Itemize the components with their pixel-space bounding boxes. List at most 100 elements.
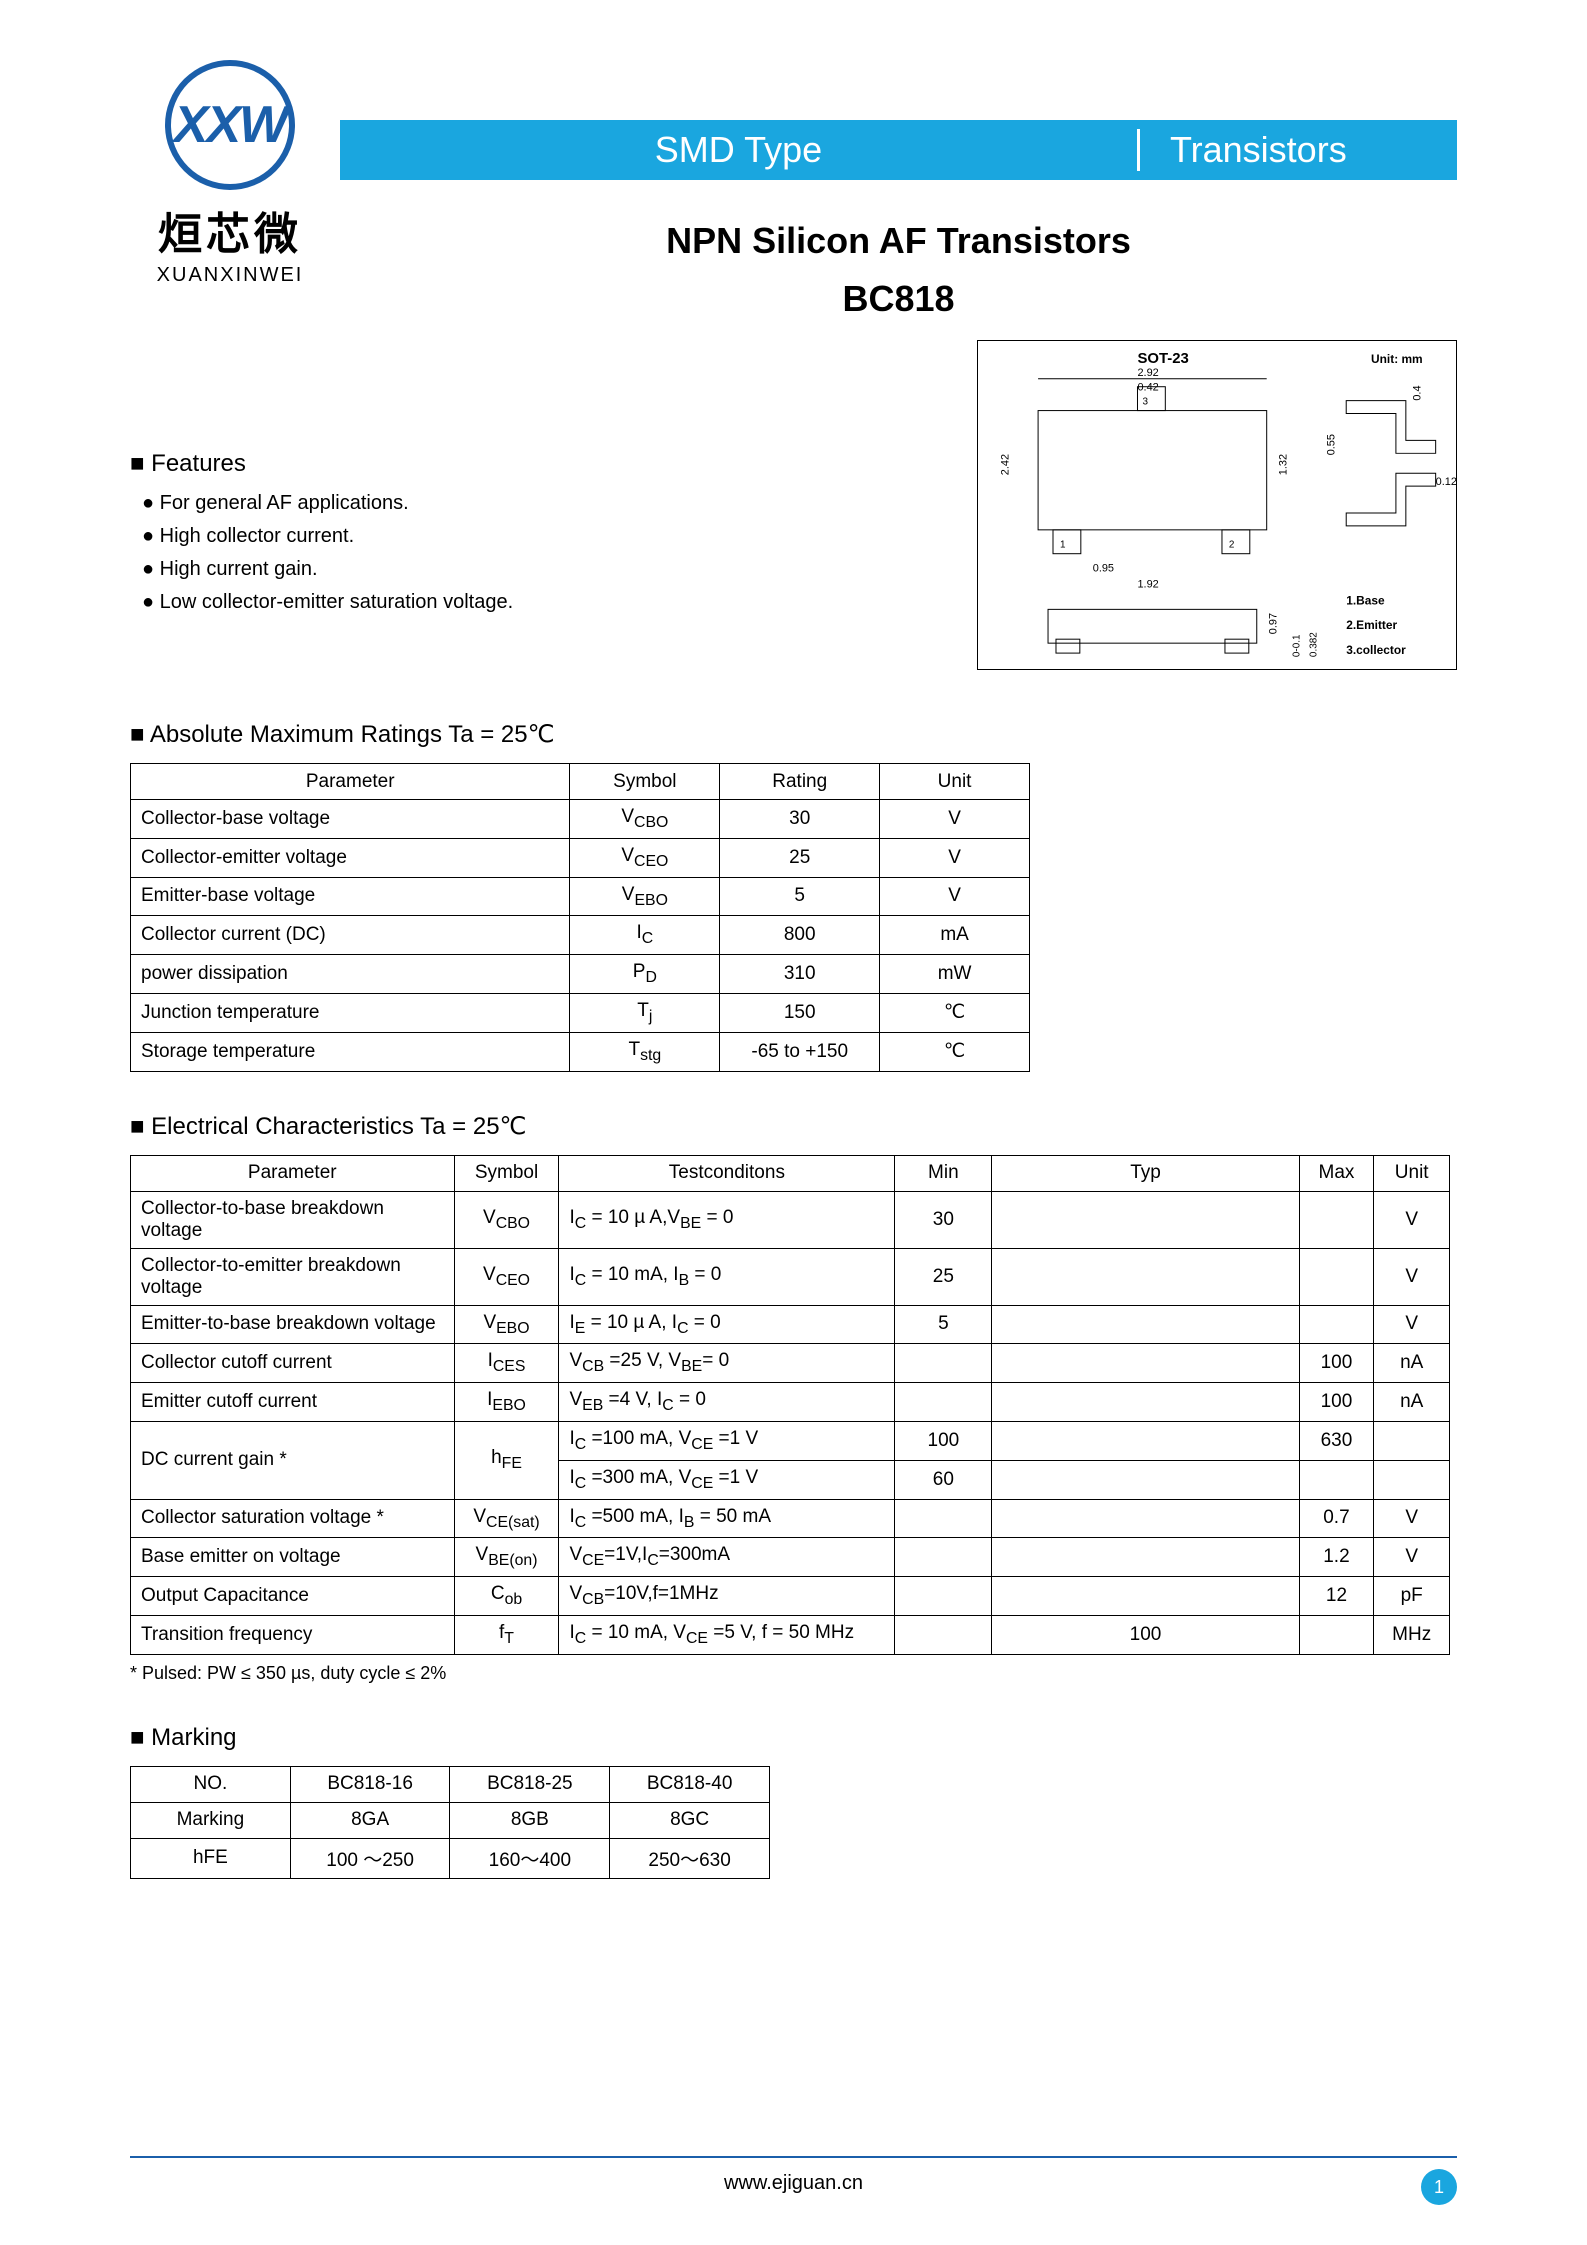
table-cell: DC current gain * [131, 1421, 455, 1499]
marking-section: Marking NO.BC818-16BC818-25BC818-40Marki… [130, 1724, 1457, 1879]
table-cell: VBE(on) [454, 1538, 559, 1577]
pkg-unit: Unit: mm [1371, 352, 1423, 366]
table-cell: Collector-emitter voltage [131, 838, 570, 877]
table-cell: IC = 10 mA, VCE =5 V, f = 50 MHz [559, 1615, 895, 1654]
features-title: Features [130, 450, 937, 478]
table-cell [992, 1191, 1299, 1248]
table-row: Collector cutoff currentICESVCB =25 V, V… [131, 1344, 1450, 1383]
table-cell: 100 [895, 1421, 992, 1460]
svg-text:0.4: 0.4 [1412, 385, 1424, 400]
table-row: Base emitter on voltageVBE(on)VCE=1V,IC=… [131, 1538, 1450, 1577]
table-cell: VCE(sat) [454, 1499, 559, 1538]
table-row: Storage temperatureTstg-65 to +150℃ [131, 1032, 1030, 1071]
table-row: hFE100 ～250160～400250～630 [131, 1838, 770, 1878]
table-cell: Junction temperature [131, 993, 570, 1032]
svg-text:1.32: 1.32 [1278, 454, 1290, 475]
table-cell: hFE [131, 1838, 291, 1878]
table-header: Min [895, 1155, 992, 1191]
table-header: BC818-25 [450, 1766, 610, 1802]
table-cell: 100 ～250 [290, 1838, 450, 1878]
table-cell [1374, 1421, 1450, 1460]
table-cell: VCE=1V,IC=300mA [559, 1538, 895, 1577]
table-cell: Collector-base voltage [131, 800, 570, 839]
table-row: Collector-emitter voltageVCEO25V [131, 838, 1030, 877]
features-list: For general AF applications.High collect… [130, 492, 937, 614]
svg-text:1: 1 [1060, 540, 1066, 551]
table-cell: 8GB [450, 1802, 610, 1838]
table-cell [992, 1248, 1299, 1305]
svg-text:0.12: 0.12 [1436, 476, 1456, 488]
table-cell [1299, 1615, 1374, 1654]
table-header: Unit [1374, 1155, 1450, 1191]
table-row: Collector current (DC)IC800mA [131, 916, 1030, 955]
table-cell [1299, 1248, 1374, 1305]
table-cell: IC =300 mA, VCE =1 V [559, 1460, 895, 1499]
svg-text:0.42: 0.42 [1137, 382, 1158, 394]
table-cell: IC = 10 mA, IB = 0 [559, 1248, 895, 1305]
table-cell: 100 [1299, 1344, 1374, 1383]
table-header: Max [1299, 1155, 1374, 1191]
table-cell: IC = 10 µ A,VBE = 0 [559, 1191, 895, 1248]
table-cell: VEBO [570, 877, 720, 916]
table-header: Parameter [131, 764, 570, 800]
table-cell [992, 1499, 1299, 1538]
table-cell: 160～400 [450, 1838, 610, 1878]
table-cell [992, 1305, 1299, 1344]
table-cell: 12 [1299, 1577, 1374, 1616]
table-cell: 25 [720, 838, 880, 877]
table-cell: MHz [1374, 1615, 1450, 1654]
table-cell: fT [454, 1615, 559, 1654]
logo: XXW 烜芯微 XUANXINWEI [130, 60, 330, 287]
table-row: Collector-to-emitter breakdown voltageVC… [131, 1248, 1450, 1305]
electrical-footnote: * Pulsed: PW ≤ 350 µs, duty cycle ≤ 2% [130, 1663, 1457, 1684]
table-cell: IEBO [454, 1383, 559, 1422]
table-cell [992, 1383, 1299, 1422]
table-cell: Tstg [570, 1032, 720, 1071]
table-header: Parameter [131, 1155, 455, 1191]
table-cell: 100 [1299, 1383, 1374, 1422]
logo-mark-text: XXW [174, 95, 286, 155]
table-cell [992, 1344, 1299, 1383]
table-cell [992, 1421, 1299, 1460]
table-row: Transition frequencyfTIC = 10 mA, VCE =5… [131, 1615, 1450, 1654]
svg-text:2.Emitter: 2.Emitter [1346, 618, 1397, 632]
table-cell: IE = 10 µ A, IC = 0 [559, 1305, 895, 1344]
footer-url: www.ejiguan.cn [724, 2172, 863, 2194]
svg-text:0.97: 0.97 [1268, 613, 1280, 634]
table-cell [1299, 1305, 1374, 1344]
logo-en: XUANXINWEI [130, 264, 330, 287]
table-cell: 310 [720, 955, 880, 994]
table-cell: VCB=10V,f=1MHz [559, 1577, 895, 1616]
table-cell [1299, 1191, 1374, 1248]
table-cell: Emitter-base voltage [131, 877, 570, 916]
table-cell: Transition frequency [131, 1615, 455, 1654]
table-cell: ℃ [880, 1032, 1030, 1071]
table-cell: IC =100 mA, VCE =1 V [559, 1421, 895, 1460]
table-cell: VCEO [454, 1248, 559, 1305]
table-cell: ICES [454, 1344, 559, 1383]
table-cell: V [1374, 1499, 1450, 1538]
table-cell: PD [570, 955, 720, 994]
table-cell: IC =500 mA, IB = 50 mA [559, 1499, 895, 1538]
marking-table: NO.BC818-16BC818-25BC818-40Marking8GA8GB… [130, 1766, 770, 1879]
table-cell: 100 [992, 1615, 1299, 1654]
table-row: Junction temperatureTj150℃ [131, 993, 1030, 1032]
table-cell: 25 [895, 1248, 992, 1305]
pkg-name: SOT-23 [1137, 351, 1188, 367]
table-header: NO. [131, 1766, 291, 1802]
table-cell: 250～630 [610, 1838, 770, 1878]
page-number-value: 1 [1434, 2177, 1444, 2198]
svg-text:0.55: 0.55 [1325, 434, 1337, 455]
svg-text:1.Base: 1.Base [1346, 593, 1385, 607]
electrical-table: ParameterSymbolTestconditonsMinTypMaxUni… [130, 1155, 1450, 1655]
table-cell: ℃ [880, 993, 1030, 1032]
table-cell: VEBO [454, 1305, 559, 1344]
table-cell: 8GC [610, 1802, 770, 1838]
table-cell: Tj [570, 993, 720, 1032]
table-cell [1374, 1460, 1450, 1499]
features-section: Features For general AF applications.Hig… [130, 440, 937, 624]
table-cell: 5 [895, 1305, 992, 1344]
electrical-title: Electrical Characteristics Ta = 25℃ [130, 1112, 1457, 1141]
electrical-section: Electrical Characteristics Ta = 25℃ Para… [130, 1112, 1457, 1684]
table-cell: V [880, 877, 1030, 916]
